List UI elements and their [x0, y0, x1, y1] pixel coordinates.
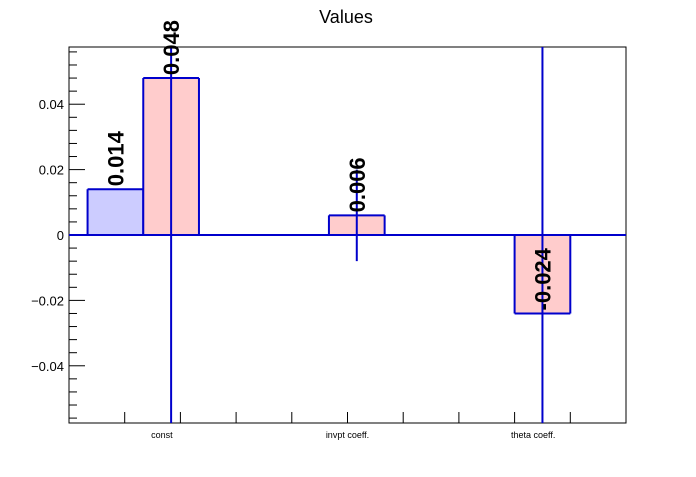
data-label: 0.048: [159, 20, 184, 75]
y-tick-label: 0.04: [39, 97, 64, 112]
error-bars-layer: [170, 47, 544, 423]
bars-layer: [86, 77, 572, 315]
data-label: 0.014: [103, 130, 128, 186]
data-label: 0.006: [345, 157, 370, 212]
y-tick-label: −0.02: [31, 293, 64, 308]
y-axis: −0.04 −0.02 0 0.02 0.04: [31, 51, 85, 419]
y-tick-label: 0.02: [39, 163, 64, 178]
x-category-label: theta coeff.: [511, 430, 555, 440]
y-tick-label: 0: [57, 228, 64, 243]
bar: [87, 189, 144, 235]
data-label: -0.024: [530, 247, 555, 310]
x-axis: const invpt coeff. theta coeff.: [124, 412, 571, 440]
data-labels-layer: 0.014 0.048 0.006 -0.024: [103, 20, 555, 310]
x-category-label: invpt coeff.: [326, 430, 369, 440]
y-tick-label: −0.04: [31, 359, 64, 374]
x-category-label: const: [151, 430, 173, 440]
chart-title: Values: [319, 7, 373, 27]
